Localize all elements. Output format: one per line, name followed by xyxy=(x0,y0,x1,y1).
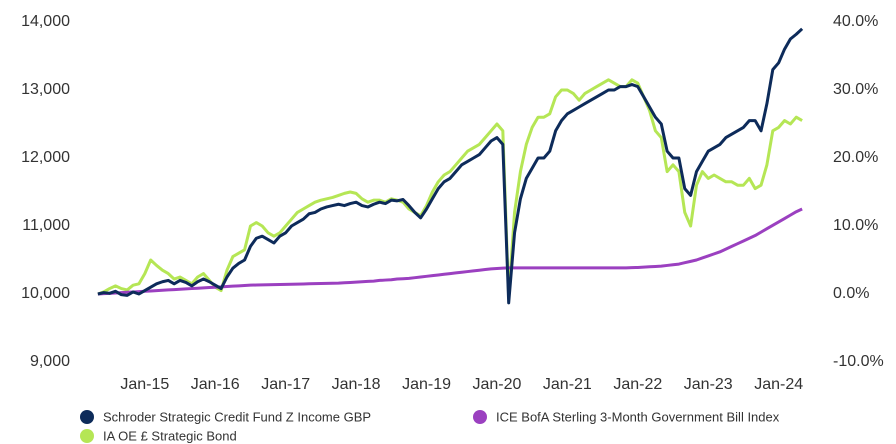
legend-swatch xyxy=(80,429,94,443)
y-tick-label: 10,000 xyxy=(21,285,70,302)
y-tick-label: 12,000 xyxy=(21,149,70,166)
y-tick-label: 9,000 xyxy=(30,353,70,370)
y2-tick-label: 10.0% xyxy=(833,217,878,234)
x-tick-label: Jan-24 xyxy=(754,376,803,393)
x-tick-label: Jan-17 xyxy=(261,376,310,393)
x-tick-label: Jan-22 xyxy=(613,376,662,393)
y2-tick-label: 40.0% xyxy=(833,13,878,30)
legend-label: IA OE £ Strategic Bond xyxy=(103,428,237,443)
x-tick-label: Jan-23 xyxy=(684,376,733,393)
y-tick-label: 11,000 xyxy=(22,217,70,234)
legend-label: Schroder Strategic Credit Fund Z Income … xyxy=(103,409,371,424)
legend-label: ICE BofA Sterling 3-Month Government Bil… xyxy=(496,409,780,424)
y2-tick-label: 30.0% xyxy=(833,81,878,98)
x-tick-label: Jan-15 xyxy=(120,376,169,393)
legend-swatch xyxy=(473,410,487,424)
x-tick-label: Jan-19 xyxy=(402,376,451,393)
y2-tick-label: 0.0% xyxy=(833,285,869,302)
x-tick-label: Jan-18 xyxy=(332,376,381,393)
x-tick-label: Jan-16 xyxy=(191,376,240,393)
y2-tick-label: 20.0% xyxy=(833,149,878,166)
series-line xyxy=(97,78,803,299)
x-tick-label: Jan-21 xyxy=(543,376,592,393)
y-tick-label: 14,000 xyxy=(21,13,70,30)
y-tick-label: 13,000 xyxy=(21,81,70,98)
y2-tick-label: -10.0% xyxy=(833,353,884,370)
legend-swatch xyxy=(80,410,94,424)
series-line xyxy=(97,207,803,296)
x-tick-label: Jan-20 xyxy=(472,376,521,393)
series-line xyxy=(97,27,804,305)
